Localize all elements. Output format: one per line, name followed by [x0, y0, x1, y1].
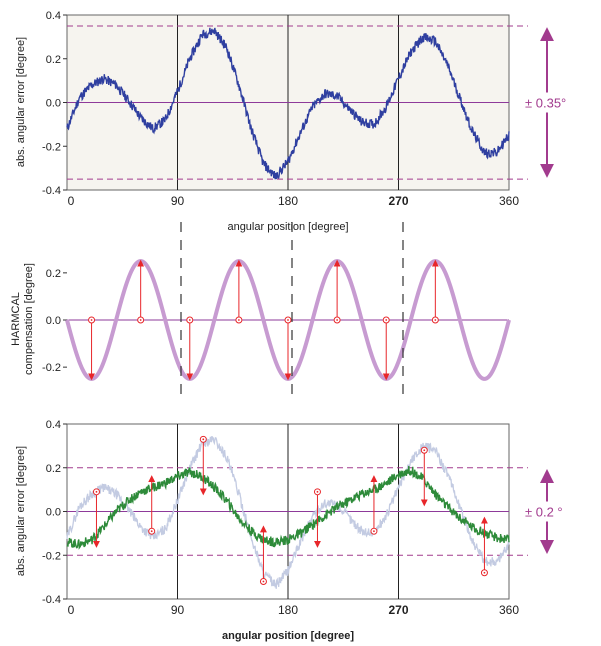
compensation-origin-dot-4	[287, 319, 289, 321]
x-tick-label: 0	[68, 603, 75, 617]
correction-origin-dot-1	[150, 530, 153, 533]
panel-middle: HARMCAL compensation [degree] 0.2 0.0 -0.2	[10, 222, 511, 396]
x-tick-label: 270	[388, 194, 408, 208]
y-tick-label: 0.0	[46, 98, 61, 110]
x-axis-label-bottom: angular position [degree]	[222, 630, 354, 642]
correction-origin-dot-5	[373, 530, 375, 533]
y-axis-label-middle-line2: compensation [degree]	[23, 263, 35, 375]
x-tick-label: 90	[171, 194, 185, 208]
y-tick-label: -0.2	[42, 550, 61, 562]
y-tick-label: 0.0	[46, 315, 61, 327]
y-axis-label-middle-line1: HARMCAL	[10, 292, 22, 346]
compensation-origin-dot-2	[188, 319, 191, 321]
y-tick-label: -0.4	[42, 185, 61, 197]
compensation-origin-dot-5	[336, 319, 339, 321]
band-label: ± 0.2 °	[525, 505, 563, 520]
panel-bottom: abs. angular error [degree] 0.4 0.2 0.0 -0.…	[15, 419, 563, 642]
correction-origin-dot-3	[262, 580, 265, 583]
correction-origin-dot-2	[202, 438, 205, 441]
x-tick-label: 180	[278, 603, 298, 617]
correction-origin-dot-4	[316, 490, 319, 493]
x-tick-label: 360	[499, 194, 519, 208]
y-tick-label: 0.2	[46, 268, 61, 280]
panel-top: abs. angular error [degree] 0.4 0.2 0.0 -0.…	[15, 10, 566, 233]
x-tick-label: 90	[171, 603, 185, 617]
correction-origin-dot-6	[423, 449, 426, 452]
compensation-origin-dot-6	[385, 319, 388, 321]
compensation-origin-dot-1	[139, 319, 142, 321]
compensation-origin-dot-0	[90, 319, 93, 321]
y-tick-label: 0.2	[46, 54, 61, 66]
x-tick-label: 0	[68, 194, 75, 208]
y-tick-label: 0.0	[46, 507, 61, 519]
series-line-0	[66, 27, 510, 180]
y-axis-label-top: abs. angular error [degree]	[15, 37, 27, 167]
series-line-0	[66, 435, 510, 589]
y-tick-label: 0.4	[46, 419, 61, 431]
x-tick-label: 270	[388, 603, 408, 617]
y-axis-label-bottom: abs. angular error [degree]	[15, 446, 27, 576]
x-axis-label-top: angular position [degree]	[227, 221, 348, 233]
x-tick-label: 180	[278, 194, 298, 208]
compensation-origin-dot-3	[237, 319, 240, 321]
compensation-origin-dot-7	[434, 319, 437, 321]
y-tick-label: -0.2	[42, 362, 61, 374]
y-tick-label: 0.4	[46, 10, 61, 22]
band-label: ± 0.35°	[525, 96, 566, 111]
correction-origin-dot-7	[483, 571, 486, 574]
y-tick-label: -0.4	[42, 594, 61, 606]
correction-origin-dot-0	[95, 490, 98, 493]
y-tick-label: 0.2	[46, 463, 61, 475]
x-tick-label: 360	[499, 603, 519, 617]
y-tick-label: -0.2	[42, 141, 61, 153]
series-line-1	[66, 466, 510, 550]
